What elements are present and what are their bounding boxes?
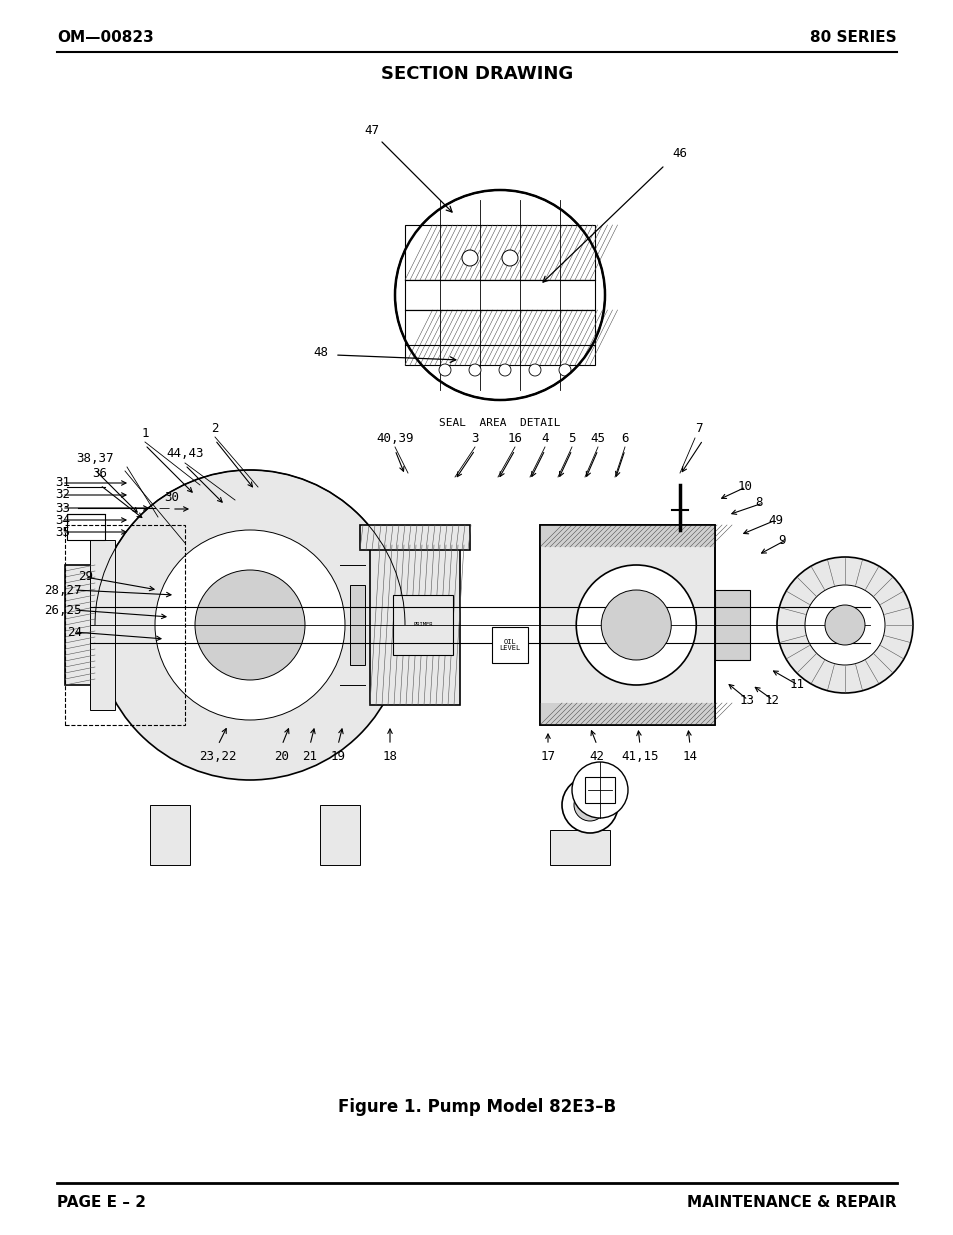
Text: 33: 33 bbox=[55, 501, 70, 515]
Bar bbox=[370, 545, 459, 705]
Text: 19: 19 bbox=[330, 750, 345, 763]
Bar bbox=[65, 564, 95, 685]
Bar bbox=[492, 627, 527, 663]
Bar bbox=[405, 225, 595, 280]
Text: 42: 42 bbox=[589, 750, 604, 763]
Text: 1: 1 bbox=[141, 427, 149, 440]
Text: 40,39: 40,39 bbox=[375, 432, 414, 445]
Circle shape bbox=[561, 777, 618, 832]
Text: 7: 7 bbox=[695, 422, 701, 435]
Text: 48: 48 bbox=[313, 346, 328, 358]
Text: 26,25: 26,25 bbox=[45, 604, 82, 616]
Text: OIL
LEVEL: OIL LEVEL bbox=[498, 638, 520, 651]
Text: 38,37: 38,37 bbox=[76, 452, 113, 466]
Text: 16: 16 bbox=[507, 432, 522, 445]
Text: PAGE E – 2: PAGE E – 2 bbox=[57, 1195, 146, 1210]
Text: 9: 9 bbox=[778, 534, 784, 547]
Bar bbox=[539, 525, 714, 725]
Circle shape bbox=[529, 364, 540, 375]
Text: OM—00823: OM—00823 bbox=[57, 30, 153, 44]
Text: 30: 30 bbox=[164, 492, 179, 504]
Bar bbox=[539, 525, 714, 725]
Bar bbox=[714, 590, 749, 659]
Text: 18: 18 bbox=[382, 750, 397, 763]
Bar bbox=[359, 525, 470, 550]
Circle shape bbox=[438, 364, 451, 375]
Circle shape bbox=[395, 190, 604, 400]
Circle shape bbox=[461, 249, 477, 266]
Text: 44,43: 44,43 bbox=[166, 447, 204, 459]
Bar bbox=[90, 540, 115, 710]
Bar bbox=[150, 805, 190, 864]
Text: 23,22: 23,22 bbox=[199, 750, 236, 763]
Text: SEAL  AREA  DETAIL: SEAL AREA DETAIL bbox=[438, 417, 560, 429]
Text: 32: 32 bbox=[55, 489, 70, 501]
Circle shape bbox=[824, 605, 864, 645]
Text: 34: 34 bbox=[55, 514, 70, 526]
Bar bbox=[539, 525, 714, 547]
Bar bbox=[584, 777, 615, 803]
Bar bbox=[67, 514, 105, 540]
Circle shape bbox=[572, 762, 627, 818]
Text: 6: 6 bbox=[620, 432, 628, 445]
Text: 31: 31 bbox=[55, 477, 70, 489]
Text: 21: 21 bbox=[302, 750, 317, 763]
Circle shape bbox=[498, 364, 511, 375]
Circle shape bbox=[574, 789, 605, 821]
Text: 46: 46 bbox=[671, 147, 686, 161]
Text: 41,15: 41,15 bbox=[620, 750, 659, 763]
Text: 3: 3 bbox=[471, 432, 478, 445]
Bar bbox=[350, 585, 365, 664]
Circle shape bbox=[600, 590, 671, 659]
Text: 28,27: 28,27 bbox=[45, 583, 82, 597]
Text: 17: 17 bbox=[540, 750, 555, 763]
Circle shape bbox=[194, 571, 305, 680]
Bar bbox=[405, 280, 595, 310]
Bar bbox=[539, 703, 714, 725]
Text: 14: 14 bbox=[681, 750, 697, 763]
Text: 2: 2 bbox=[211, 422, 218, 435]
Circle shape bbox=[804, 585, 884, 664]
Text: 36: 36 bbox=[92, 467, 108, 480]
Text: 45: 45 bbox=[590, 432, 605, 445]
Text: 12: 12 bbox=[764, 694, 780, 706]
Circle shape bbox=[776, 557, 912, 693]
Circle shape bbox=[95, 471, 405, 781]
Text: 24: 24 bbox=[67, 625, 82, 638]
Bar bbox=[319, 805, 359, 864]
Bar bbox=[393, 595, 453, 655]
Bar bbox=[405, 310, 595, 366]
Text: SECTION DRAWING: SECTION DRAWING bbox=[380, 65, 573, 83]
Circle shape bbox=[501, 249, 517, 266]
Bar bbox=[550, 830, 609, 864]
Text: 20: 20 bbox=[274, 750, 289, 763]
Text: 29: 29 bbox=[78, 571, 92, 583]
Text: 35: 35 bbox=[55, 526, 70, 538]
Text: 10: 10 bbox=[738, 480, 752, 494]
Circle shape bbox=[576, 564, 696, 685]
Text: 8: 8 bbox=[754, 496, 761, 510]
Text: 13: 13 bbox=[740, 694, 754, 706]
Text: MAINTENANCE & REPAIR: MAINTENANCE & REPAIR bbox=[687, 1195, 896, 1210]
Text: PRIMER: PRIMER bbox=[413, 622, 433, 627]
Text: 47: 47 bbox=[364, 124, 379, 137]
Circle shape bbox=[154, 530, 345, 720]
Circle shape bbox=[558, 364, 571, 375]
Text: —: — bbox=[158, 503, 169, 513]
Text: 49: 49 bbox=[767, 514, 782, 526]
Bar bbox=[65, 525, 185, 725]
Text: 11: 11 bbox=[789, 678, 804, 692]
Text: Figure 1. Pump Model 82E3–B: Figure 1. Pump Model 82E3–B bbox=[337, 1098, 616, 1116]
Text: 4: 4 bbox=[540, 432, 548, 445]
Text: 80 SERIES: 80 SERIES bbox=[809, 30, 896, 44]
Text: 5: 5 bbox=[568, 432, 576, 445]
Circle shape bbox=[469, 364, 480, 375]
